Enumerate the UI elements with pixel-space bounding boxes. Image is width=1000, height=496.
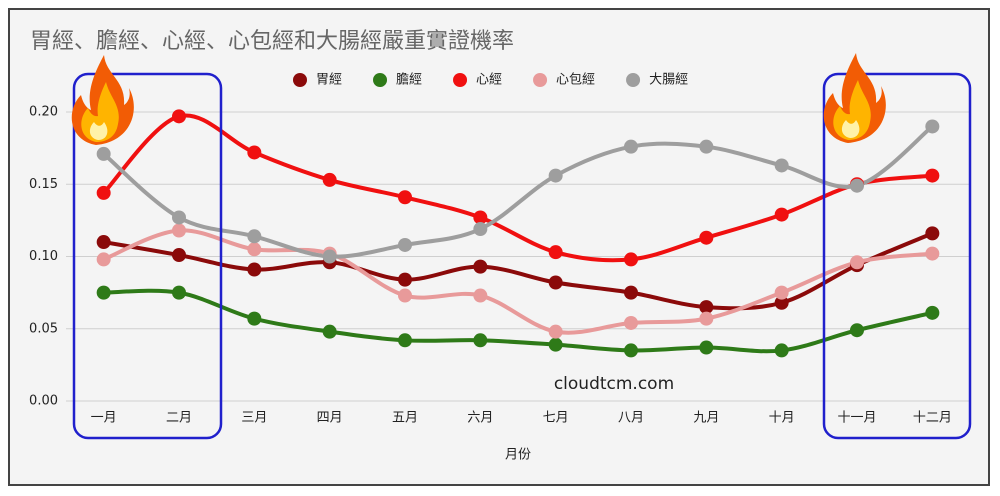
data-point [925, 305, 940, 320]
data-point [925, 168, 940, 183]
plot: 0.00 0.05 0.10 0.15 0.20 一月 二月 三月 四月 五月 六月 七月 八月 九月 十月… [29, 73, 970, 426]
series-line [103, 288, 933, 354]
data-point [473, 259, 488, 274]
data-point [398, 190, 412, 205]
data-point [925, 246, 940, 261]
legend-label: 心包經 [556, 73, 595, 88]
data-point [96, 285, 111, 300]
y-tick-label: 0.05 [29, 321, 58, 336]
x-tick-label: 四月 [317, 411, 343, 426]
data-point [398, 237, 412, 252]
data-point [699, 311, 714, 326]
data-point [774, 158, 789, 173]
data-point [247, 242, 262, 257]
data-point [774, 207, 789, 222]
data-point [398, 333, 412, 348]
legend-label: 大腸經 [649, 73, 688, 88]
data-point [774, 343, 789, 358]
data-point [398, 288, 412, 303]
data-point [624, 285, 638, 300]
data-point [624, 315, 638, 330]
legend-swatch [626, 73, 641, 87]
legend-swatch [373, 73, 388, 87]
highlight-box [822, 72, 972, 440]
data-point [548, 245, 563, 260]
data-point [398, 272, 412, 287]
data-point [247, 262, 262, 277]
x-tick-label: 二月 [166, 411, 192, 426]
x-tick-label: 九月 [693, 411, 719, 426]
chart-frame [8, 8, 990, 486]
data-point [473, 222, 488, 237]
data-point [172, 210, 186, 225]
data-point [548, 168, 563, 183]
y-tick-label: 0.00 [29, 394, 58, 409]
data-point [850, 255, 864, 270]
x-tick-label: 八月 [618, 411, 644, 426]
y-tick-label: 0.10 [29, 249, 58, 264]
data-point [172, 248, 186, 263]
x-axis-title: 月份 [505, 448, 531, 463]
x-tick-label: 六月 [467, 411, 493, 426]
series-line [102, 228, 933, 335]
data-point [774, 285, 789, 300]
series-line [102, 124, 934, 259]
data-point [96, 235, 111, 250]
x-tick-label: 十二月 [913, 411, 952, 426]
x-tick-label: 三月 [241, 411, 267, 426]
y-tick-label: 0.15 [29, 177, 58, 192]
data-point [247, 311, 262, 326]
data-point [96, 185, 111, 200]
series-line [102, 113, 933, 263]
data-point [172, 223, 186, 238]
flame-icon [71, 55, 134, 145]
flame-icon [823, 53, 886, 143]
data-point [624, 139, 638, 154]
data-point [925, 119, 940, 134]
legend-swatch [293, 73, 307, 87]
highlight-box [72, 72, 223, 440]
x-tick-label: 五月 [392, 411, 418, 426]
data-point [624, 343, 638, 358]
legend-label: 胃經 [316, 73, 342, 88]
data-point [624, 252, 638, 267]
data-point [548, 337, 563, 352]
data-point [322, 249, 337, 264]
data-point [473, 333, 488, 348]
data-point [548, 324, 563, 339]
y-tick-label: 0.20 [29, 105, 58, 120]
data-point [699, 230, 714, 245]
x-tick-label: 十一月 [837, 411, 876, 426]
x-tick-label: 七月 [543, 411, 569, 426]
data-point [548, 275, 563, 290]
data-point [322, 324, 337, 339]
data-point [850, 323, 864, 338]
x-tick-label: 十月 [769, 411, 795, 426]
data-point [172, 285, 186, 300]
data-point [247, 229, 262, 244]
watermark: cloudtcm.com [554, 374, 674, 394]
data-point [699, 340, 714, 355]
data-point [96, 146, 111, 161]
legend-swatch [533, 73, 548, 87]
x-tick-label: 一月 [91, 411, 117, 426]
data-point [473, 288, 488, 303]
data-point [473, 210, 488, 225]
data-point [247, 145, 262, 160]
data-point [699, 300, 714, 315]
legend-swatch [453, 73, 468, 87]
chart-title: 胃經、膽經、心經、心包經和大腸經嚴重實證機率 [30, 29, 514, 54]
data-point [774, 295, 789, 310]
data-point [925, 226, 940, 241]
data-point [172, 109, 186, 124]
data-point [96, 252, 111, 267]
legend-label: 膽經 [396, 73, 422, 88]
data-point [699, 139, 714, 154]
legend-label: 心經 [476, 73, 502, 88]
data-point [850, 178, 864, 193]
data-point [322, 172, 337, 187]
